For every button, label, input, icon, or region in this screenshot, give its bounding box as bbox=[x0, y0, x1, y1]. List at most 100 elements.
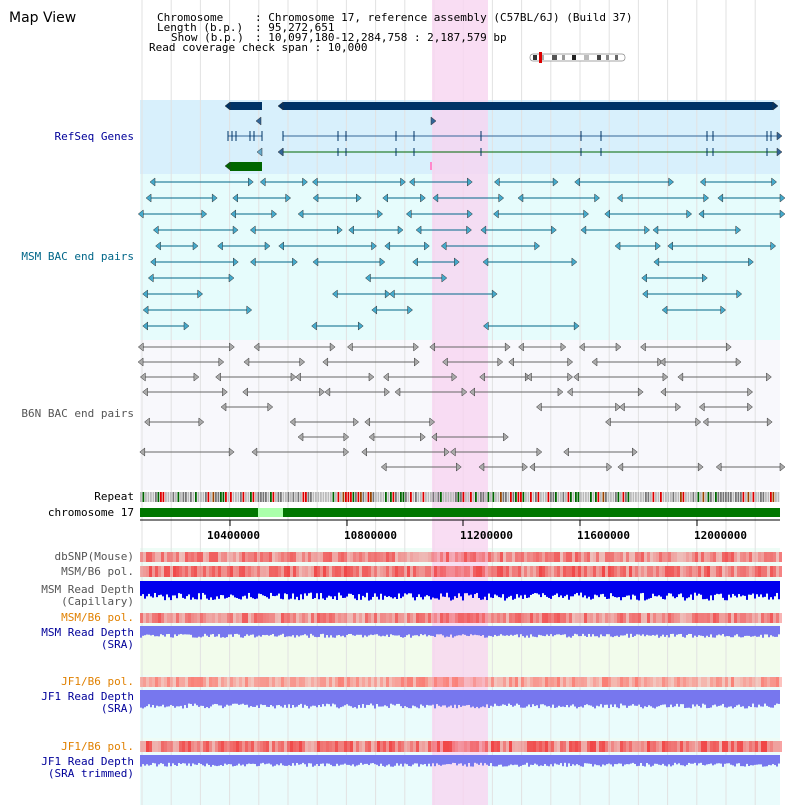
track-label-msm-b6-pol-2[interactable]: MSM/B6 pol. bbox=[61, 611, 134, 624]
pol-heat bbox=[494, 566, 497, 577]
pol-heat bbox=[176, 677, 179, 687]
pol-heat bbox=[725, 677, 728, 687]
depth-bar bbox=[720, 581, 722, 594]
snp-heat bbox=[416, 552, 419, 562]
depth-bar bbox=[494, 581, 496, 595]
track-label-jf1-trimmed[interactable]: JF1 Read Depth bbox=[41, 755, 134, 768]
pol-heat bbox=[383, 741, 386, 752]
depth-bar bbox=[728, 755, 730, 764]
depth-bar bbox=[184, 581, 186, 599]
pol-heat bbox=[779, 677, 782, 687]
depth-bar bbox=[702, 755, 704, 765]
snp-heat bbox=[410, 552, 413, 562]
depth-bar bbox=[308, 755, 310, 764]
feature-arrow bbox=[384, 289, 391, 299]
pol-heat bbox=[614, 566, 617, 577]
repeat-mark bbox=[190, 492, 192, 502]
pol-heat bbox=[536, 677, 539, 687]
depth-bar bbox=[156, 755, 158, 767]
track-label-msm-depth-sra[interactable]: MSM Read Depth bbox=[41, 626, 134, 639]
pol-heat bbox=[164, 677, 167, 687]
pol-heat bbox=[713, 677, 716, 687]
feature-arrow bbox=[277, 101, 284, 111]
feature-arrow bbox=[312, 193, 319, 203]
feature-arrow bbox=[243, 357, 250, 367]
pol-heat bbox=[425, 566, 428, 577]
depth-bar bbox=[200, 581, 202, 600]
track-label-jf1-b6-pol[interactable]: JF1/B6 pol. bbox=[61, 675, 134, 688]
pol-heat bbox=[353, 741, 356, 752]
pol-heat bbox=[635, 741, 638, 752]
feature-arrow bbox=[379, 257, 386, 267]
depth-bar bbox=[182, 690, 184, 709]
pol-heat bbox=[485, 566, 488, 577]
repeat-mark bbox=[677, 492, 680, 502]
snp-heat bbox=[332, 552, 335, 562]
depth-bar bbox=[162, 690, 164, 705]
track-label-repeat[interactable]: Repeat bbox=[94, 490, 134, 503]
pol-heat bbox=[572, 741, 575, 752]
pol-heat bbox=[683, 677, 686, 687]
track-label-b6n-bac[interactable]: B6N BAC end pairs bbox=[21, 407, 134, 420]
track-label-jf1-b6-pol-2[interactable]: JF1/B6 pol. bbox=[61, 740, 134, 753]
feature-arrow bbox=[441, 273, 448, 283]
depth-bar bbox=[726, 626, 728, 637]
snp-heat bbox=[761, 552, 764, 562]
track-label-dbsnp[interactable]: dbSNP(Mouse) bbox=[54, 550, 134, 563]
track-label-jf1-depth[interactable]: JF1 Read Depth bbox=[41, 690, 134, 703]
pol-heat bbox=[758, 741, 761, 752]
depth-bar bbox=[752, 626, 754, 637]
snp-heat bbox=[746, 552, 749, 562]
depth-bar bbox=[508, 755, 510, 766]
depth-bar bbox=[410, 690, 412, 709]
depth-bar bbox=[352, 755, 354, 765]
track-label-msm-bac[interactable]: MSM BAC end pairs bbox=[21, 250, 134, 263]
depth-bar bbox=[510, 626, 512, 635]
pol-heat bbox=[608, 677, 611, 687]
pol-heat bbox=[386, 566, 389, 577]
pol-heat bbox=[704, 566, 707, 577]
repeat-mark bbox=[225, 492, 227, 502]
repeat-mark bbox=[650, 492, 652, 502]
depth-bar bbox=[756, 581, 758, 595]
pol-heat bbox=[224, 566, 227, 577]
repeat-mark bbox=[227, 492, 230, 502]
track-label-chromosome[interactable]: chromosome 17 bbox=[47, 506, 134, 519]
track-label-refseq[interactable]: RefSeq Genes bbox=[54, 130, 134, 143]
track-label-msm-depth-capillary[interactable]: MSM Read Depth bbox=[41, 583, 134, 596]
repeat-mark bbox=[342, 492, 345, 502]
depth-bar bbox=[674, 690, 676, 707]
depth-bar bbox=[440, 581, 442, 594]
depth-bar bbox=[222, 755, 224, 766]
depth-bar bbox=[740, 581, 742, 597]
depth-bar bbox=[202, 581, 204, 593]
pol-heat bbox=[653, 741, 656, 752]
depth-bar bbox=[218, 755, 220, 766]
depth-bar bbox=[736, 581, 738, 598]
depth-bar bbox=[576, 581, 578, 593]
depth-bar bbox=[500, 690, 502, 706]
depth-bar bbox=[742, 755, 744, 767]
depth-bar bbox=[698, 581, 700, 594]
snp-heat bbox=[353, 552, 356, 562]
pol-heat bbox=[191, 741, 194, 752]
pol-heat bbox=[470, 566, 473, 577]
chromosome-value: : Chromosome 17, reference assembly (C57… bbox=[255, 11, 633, 24]
depth-bar bbox=[718, 581, 720, 595]
snp-heat bbox=[356, 552, 359, 562]
depth-bar bbox=[666, 626, 668, 636]
track-label-msm-b6-pol[interactable]: MSM/B6 pol. bbox=[61, 565, 134, 578]
depth-bar bbox=[270, 581, 272, 593]
pol-heat bbox=[539, 677, 542, 687]
pol-heat bbox=[758, 613, 761, 623]
depth-bar bbox=[166, 755, 168, 767]
repeat-mark bbox=[482, 492, 485, 502]
depth-bar bbox=[564, 690, 566, 708]
pol-heat bbox=[605, 677, 608, 687]
depth-bar bbox=[754, 755, 756, 765]
repeat-mark bbox=[640, 492, 642, 502]
pol-heat bbox=[203, 677, 206, 687]
depth-bar bbox=[356, 755, 358, 766]
depth-bar bbox=[254, 626, 256, 638]
snp-heat bbox=[305, 552, 308, 562]
